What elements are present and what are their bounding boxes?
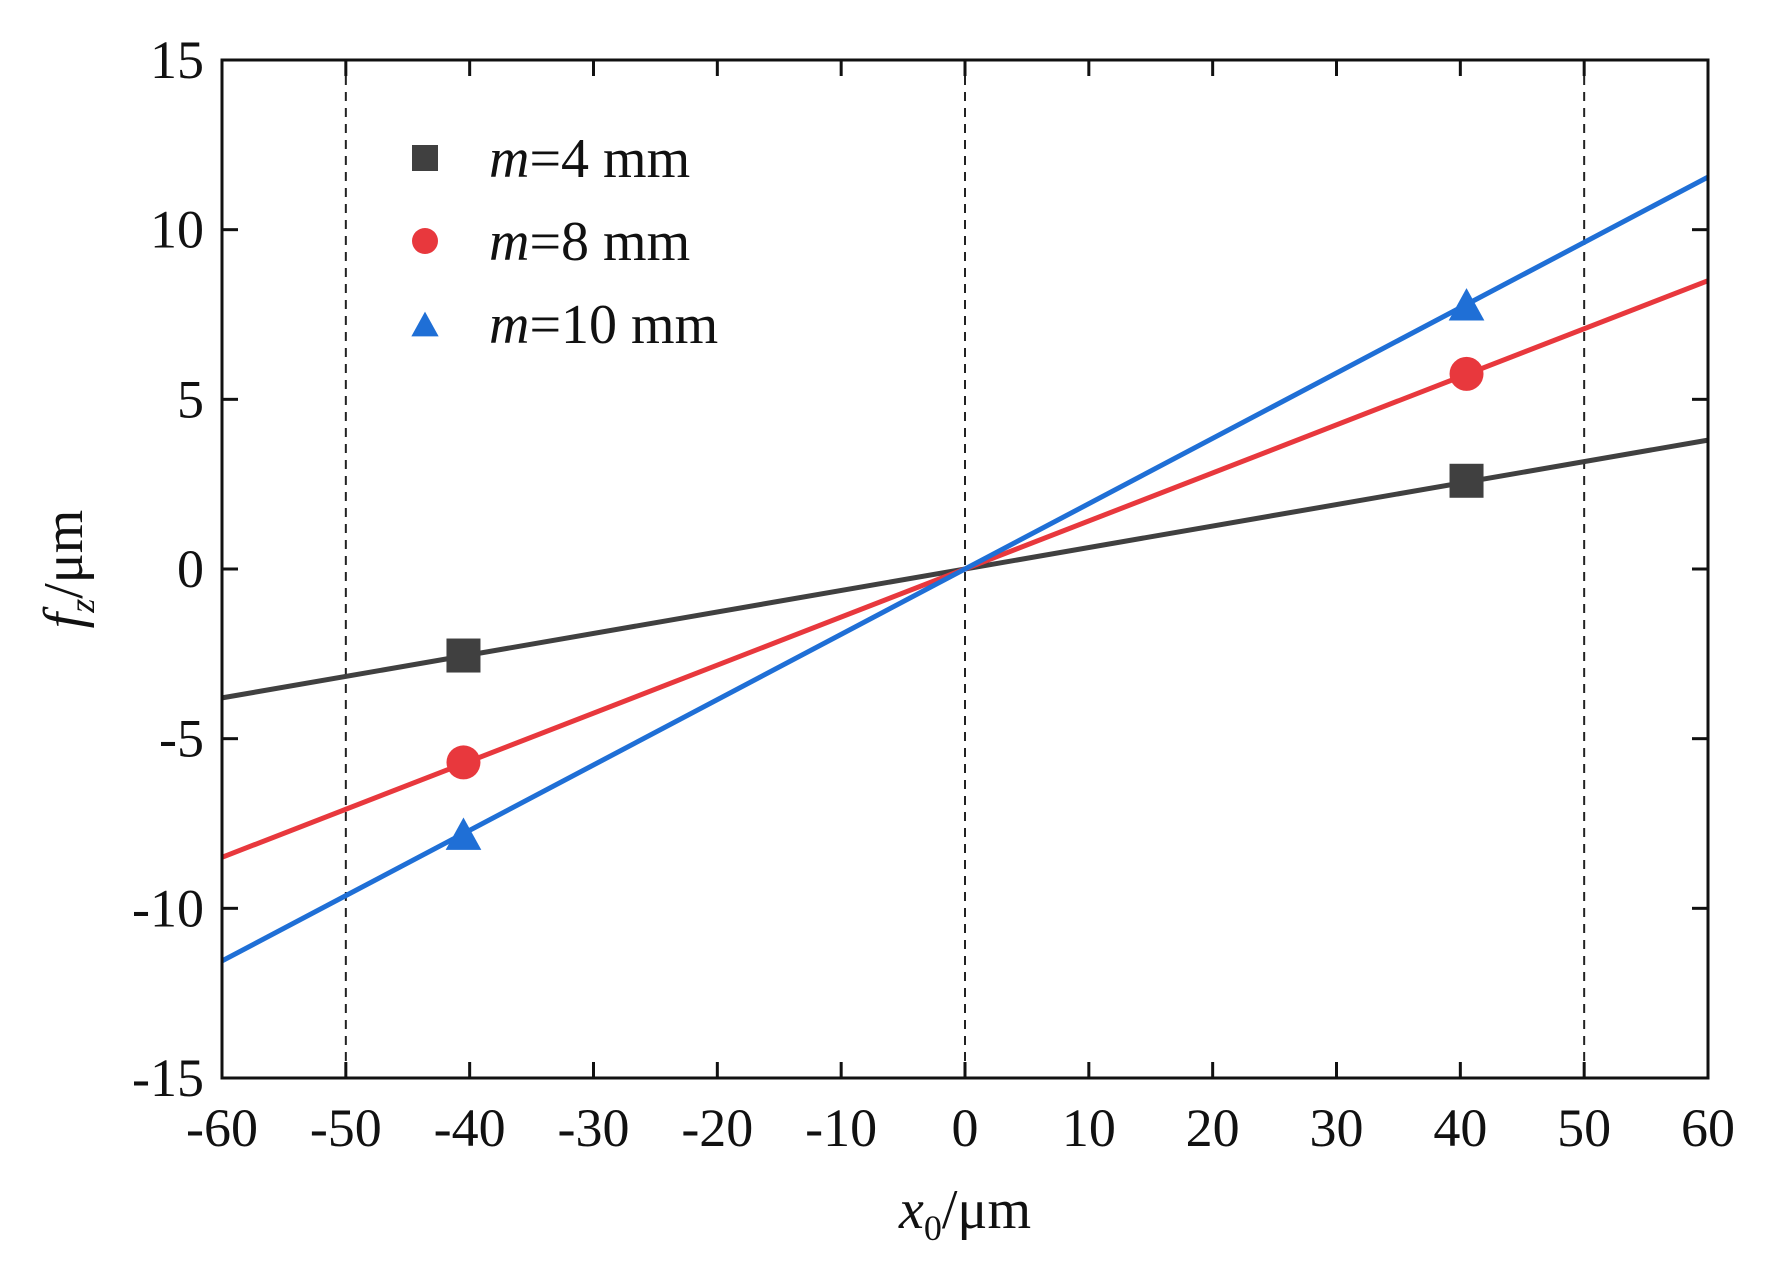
legend-label-2: m=8 mm [489,211,690,273]
data-point-series-2 [1449,356,1484,391]
x-tick-label: -10 [805,1098,877,1158]
y-tick-label: 0 [177,539,204,599]
y-tick-label: -15 [132,1048,204,1108]
data-point-series-3 [1448,288,1485,321]
axis-ticks [220,58,1710,1080]
legend: m=4 mm m=8 mm m=10 mm [411,128,718,356]
series-markers [445,288,1485,850]
legend-label-3: m=10 mm [489,294,718,356]
x-tick-label: -30 [558,1098,630,1158]
y-tick-label: 15 [150,30,204,90]
x-tick-label: 10 [1062,1098,1116,1158]
x-tick-label: -40 [434,1098,506,1158]
x-tick-label: 60 [1681,1098,1735,1158]
x-tick-label: 40 [1433,1098,1487,1158]
x-tick-label: 0 [952,1098,979,1158]
y-tick-label: 5 [177,369,204,429]
legend-label-1: m=4 mm [489,128,690,190]
y-tick-label: -10 [132,878,204,938]
x-axis-title: x0/μm [898,1179,1031,1248]
x-tick-label: 20 [1186,1098,1240,1158]
x-tick-label: -60 [186,1098,258,1158]
x-tick-label: 30 [1310,1098,1364,1158]
x-tick-label: -50 [310,1098,382,1158]
y-tick-label: 10 [150,200,204,260]
x-tick-label: -20 [681,1098,753,1158]
data-point-series-3 [445,817,482,850]
legend-marker-2 [412,228,438,254]
reference-lines [344,60,1586,1078]
x-tick-label: 50 [1557,1098,1611,1158]
legend-marker-1 [412,145,438,171]
y-tick-label: -5 [159,709,204,769]
data-point-series-1 [446,638,481,673]
tick-labels: -60 -50 -40 -30 -20 -10 0 10 20 30 40 50 60-15-10-50… [132,30,1735,1158]
data-point-series-1 [1449,463,1484,498]
data-point-series-2 [446,745,481,780]
legend-marker-3 [411,311,439,337]
